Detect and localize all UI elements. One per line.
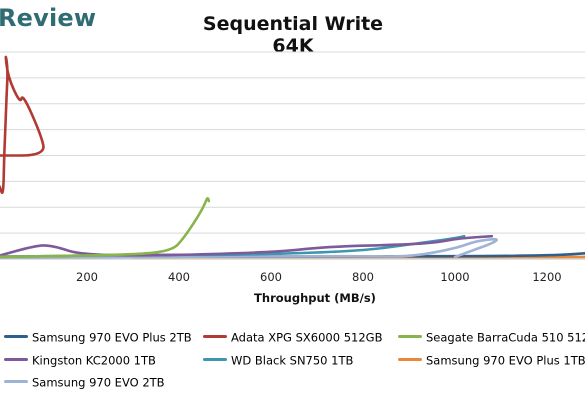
legend-item: Adata XPG SX6000 512GB: [203, 330, 383, 345]
legend-label: Samsung 970 EVO Plus 1TB: [426, 353, 585, 368]
legend-item: Samsung 970 EVO 2TB: [4, 375, 165, 390]
chart-plot: 200 400 600 800 1000 1200 Throughput (MB/s): [0, 51, 585, 305]
series-line-samsung-970-evo-2tb: [0, 237, 498, 259]
series-line-kingston-kc2000-1tb: [0, 234, 494, 257]
legend-swatch: [398, 358, 422, 361]
legend-label: Kingston KC2000 1TB: [32, 353, 156, 368]
legend-item: Samsung 970 EVO Plus 1TB: [398, 353, 585, 368]
x-axis-label: Throughput (MB/s): [254, 291, 376, 305]
x-tick-label: 800: [352, 270, 374, 284]
legend-label: Seagate BarraCuda 510 512GB: [426, 330, 585, 345]
series-line-adata-xpg-sx6000-512gb: [0, 55, 45, 194]
legend-label: Samsung 970 EVO 2TB: [32, 375, 165, 390]
legend-label: WD Black SN750 1TB: [231, 353, 354, 368]
legend-swatch: [4, 358, 28, 361]
legend-item: WD Black SN750 1TB: [203, 353, 354, 368]
legend-label: Samsung 970 EVO Plus 2TB: [32, 330, 192, 345]
x-tick-label: 600: [260, 270, 282, 284]
chart-legend: Samsung 970 EVO Plus 2TB Adata XPG SX6000…: [0, 320, 585, 400]
x-tick-label: 200: [76, 270, 98, 284]
legend-item: Kingston KC2000 1TB: [4, 353, 156, 368]
legend-item: Samsung 970 EVO Plus 2TB: [4, 330, 192, 345]
legend-swatch: [203, 358, 227, 361]
legend-label: Adata XPG SX6000 512GB: [231, 330, 383, 345]
x-tick-label: 1200: [532, 270, 561, 284]
brand-logo: Review: [0, 4, 97, 32]
legend-swatch: [4, 380, 28, 383]
legend-item: Seagate BarraCuda 510 512GB: [398, 330, 585, 345]
series-line-seagate-barracuda-510-512gb: [0, 196, 211, 259]
legend-swatch: [398, 335, 422, 338]
x-tick-label: 1000: [440, 270, 469, 284]
x-tick-label: 400: [168, 270, 190, 284]
legend-swatch: [4, 335, 28, 338]
legend-swatch: [203, 335, 227, 338]
